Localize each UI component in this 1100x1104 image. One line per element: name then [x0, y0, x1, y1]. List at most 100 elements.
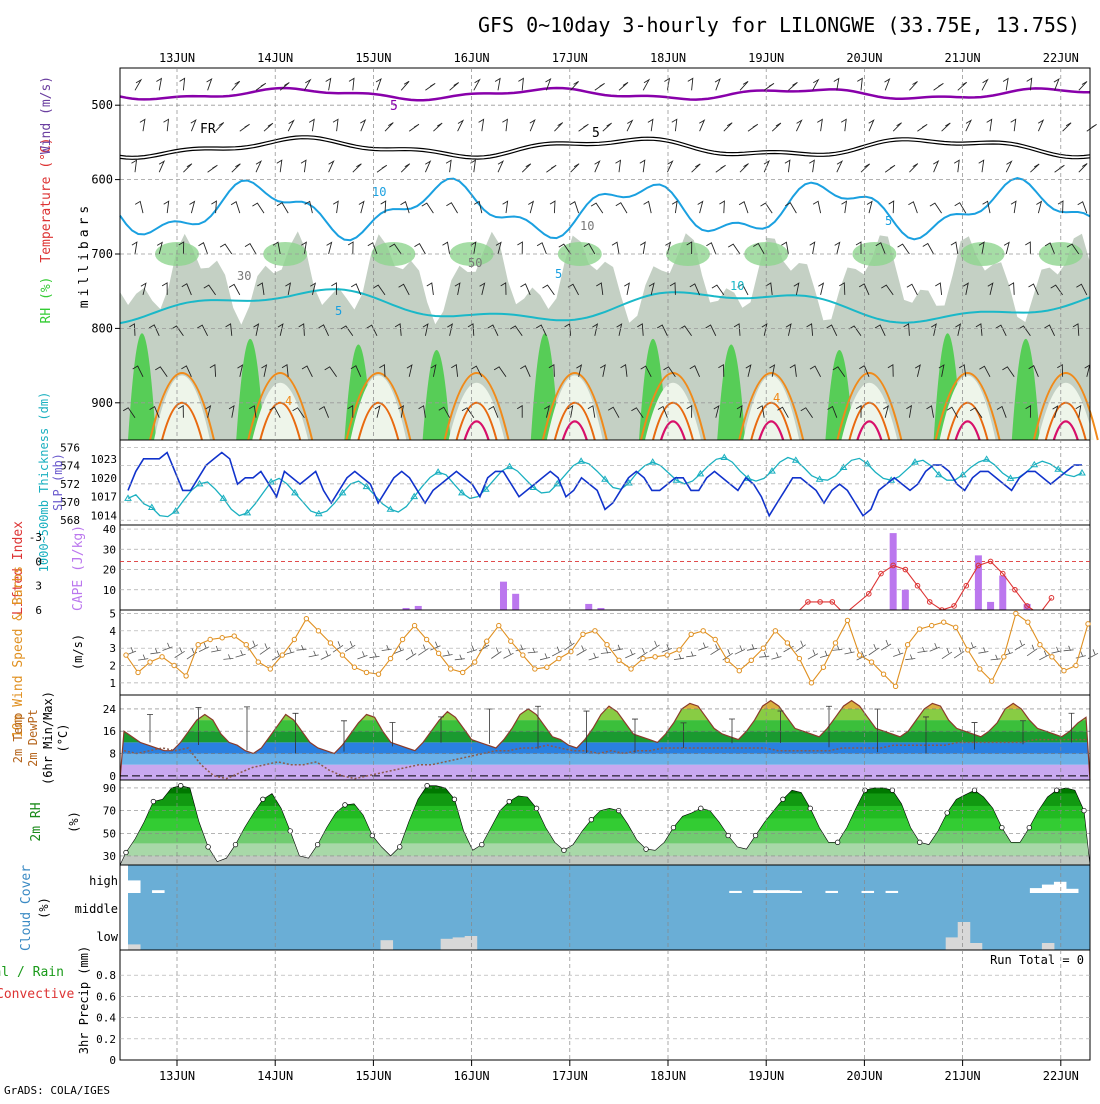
dry-pocket [350, 375, 407, 440]
contour-label: 5 [885, 214, 892, 228]
wind-speed-point [556, 655, 562, 662]
wind-barb [249, 405, 257, 418]
wind-barb [1010, 118, 1017, 132]
wind-speed-point [520, 652, 526, 658]
wind-barb [292, 407, 305, 418]
wind-barb [888, 200, 895, 214]
slp-frame [119, 439, 1091, 526]
wind-barb [304, 200, 313, 214]
wind-barb [272, 241, 281, 255]
low-cloud-block [128, 944, 141, 950]
wind-barb [122, 407, 136, 418]
wind-barb [647, 118, 654, 132]
high-cloud-block [753, 890, 766, 893]
temp-contour-15 [541, 372, 608, 441]
wind-barb [285, 282, 292, 295]
wind-speed-point [183, 673, 189, 679]
wind-barb [576, 364, 583, 377]
li-tick-label: 3 [35, 580, 42, 593]
wind-speed-point [279, 652, 286, 658]
wind-barb [809, 365, 821, 378]
wind-speed-point [772, 628, 779, 634]
wind-barb [840, 118, 847, 132]
wind-barb [626, 119, 634, 132]
wind-speed-point [195, 641, 201, 648]
rh-band [120, 829, 1090, 844]
wind-barb [592, 323, 599, 336]
wind-barb-10m [649, 640, 660, 652]
thickness-point [362, 482, 371, 490]
li-point [926, 599, 933, 605]
rh-point [780, 796, 786, 802]
rh-unit: (%) [67, 811, 81, 833]
wind-barb [567, 405, 574, 418]
wind-barb [181, 283, 192, 296]
wind-barb [1028, 365, 1039, 377]
wind-barb-10m [491, 647, 502, 659]
temp-contour-25 [659, 420, 687, 441]
pressure-tick-label: 500 [91, 98, 113, 112]
wind-barb-10m [1051, 646, 1062, 654]
wind-barb [739, 81, 749, 91]
precip-tick-label: 0.6 [96, 990, 116, 1003]
thickness-point [1006, 474, 1015, 481]
li-tick-label: 0 [35, 555, 42, 568]
rh-band [120, 854, 1090, 865]
cloud-title: Cloud Cover [19, 865, 34, 951]
rh-point [287, 828, 293, 834]
wind-barb [713, 405, 720, 418]
wind-speed-point [1085, 621, 1091, 627]
contour-label: 30 [237, 269, 251, 283]
cloud-level-label: high [89, 874, 118, 888]
dry-pocket [1037, 382, 1094, 440]
wind-barb-10m [698, 642, 709, 651]
date-axis [176, 68, 1062, 1066]
thickness-point [648, 458, 657, 465]
wind-speed-point [159, 654, 165, 660]
precip-ylabel: 3hr Precip (mm) [77, 946, 91, 1054]
high-cloud-block [861, 890, 875, 893]
cape-tick-label: 40 [103, 523, 116, 536]
wind-barb [244, 242, 257, 255]
wind-barb [666, 160, 674, 173]
wind-barb-10m [418, 644, 429, 656]
rh-point [397, 844, 403, 850]
wind-barb [569, 201, 580, 214]
wind-barb [618, 82, 629, 91]
wind-barb [196, 324, 209, 337]
thickness-tick-label: 572 [60, 478, 80, 491]
wind-barb-10m [978, 647, 989, 654]
wind-barb-10m [454, 654, 465, 661]
wind-barb [421, 202, 434, 214]
li-point [878, 570, 884, 577]
wind-speed-point [411, 622, 418, 629]
temp-contour-15 [738, 372, 805, 441]
wind-barb [908, 201, 918, 214]
li-point [963, 582, 970, 589]
wind-barb [332, 200, 339, 214]
wind-barb-10m [710, 644, 721, 656]
wind-barb [836, 160, 844, 173]
wind-barb-10m [174, 647, 185, 658]
wind-barb-10m [625, 649, 636, 659]
rh-point [205, 844, 211, 850]
wind-barb [318, 324, 330, 336]
wind-barb [812, 78, 820, 91]
wind-barb [301, 241, 307, 255]
wind-barb [669, 282, 676, 295]
wind-barb [1078, 81, 1088, 91]
thickness-point [553, 479, 562, 487]
rh-patch [557, 242, 602, 266]
wind-barb [225, 323, 233, 336]
date-label-top: 13JUN [159, 51, 195, 65]
date-label-bottom: 18JUN [650, 1069, 686, 1083]
precip-tick-label: 0 [109, 1054, 116, 1067]
minmax-bar [632, 718, 638, 753]
wind-speed-point [652, 654, 658, 660]
temp-tick-label: 24 [103, 703, 117, 716]
high-cloud-block [777, 890, 790, 893]
temp-contour-20 [161, 402, 203, 441]
run-total-label: Run Total = 0 [990, 953, 1084, 967]
wind-speed-point [941, 619, 947, 625]
rh-point [725, 832, 731, 839]
